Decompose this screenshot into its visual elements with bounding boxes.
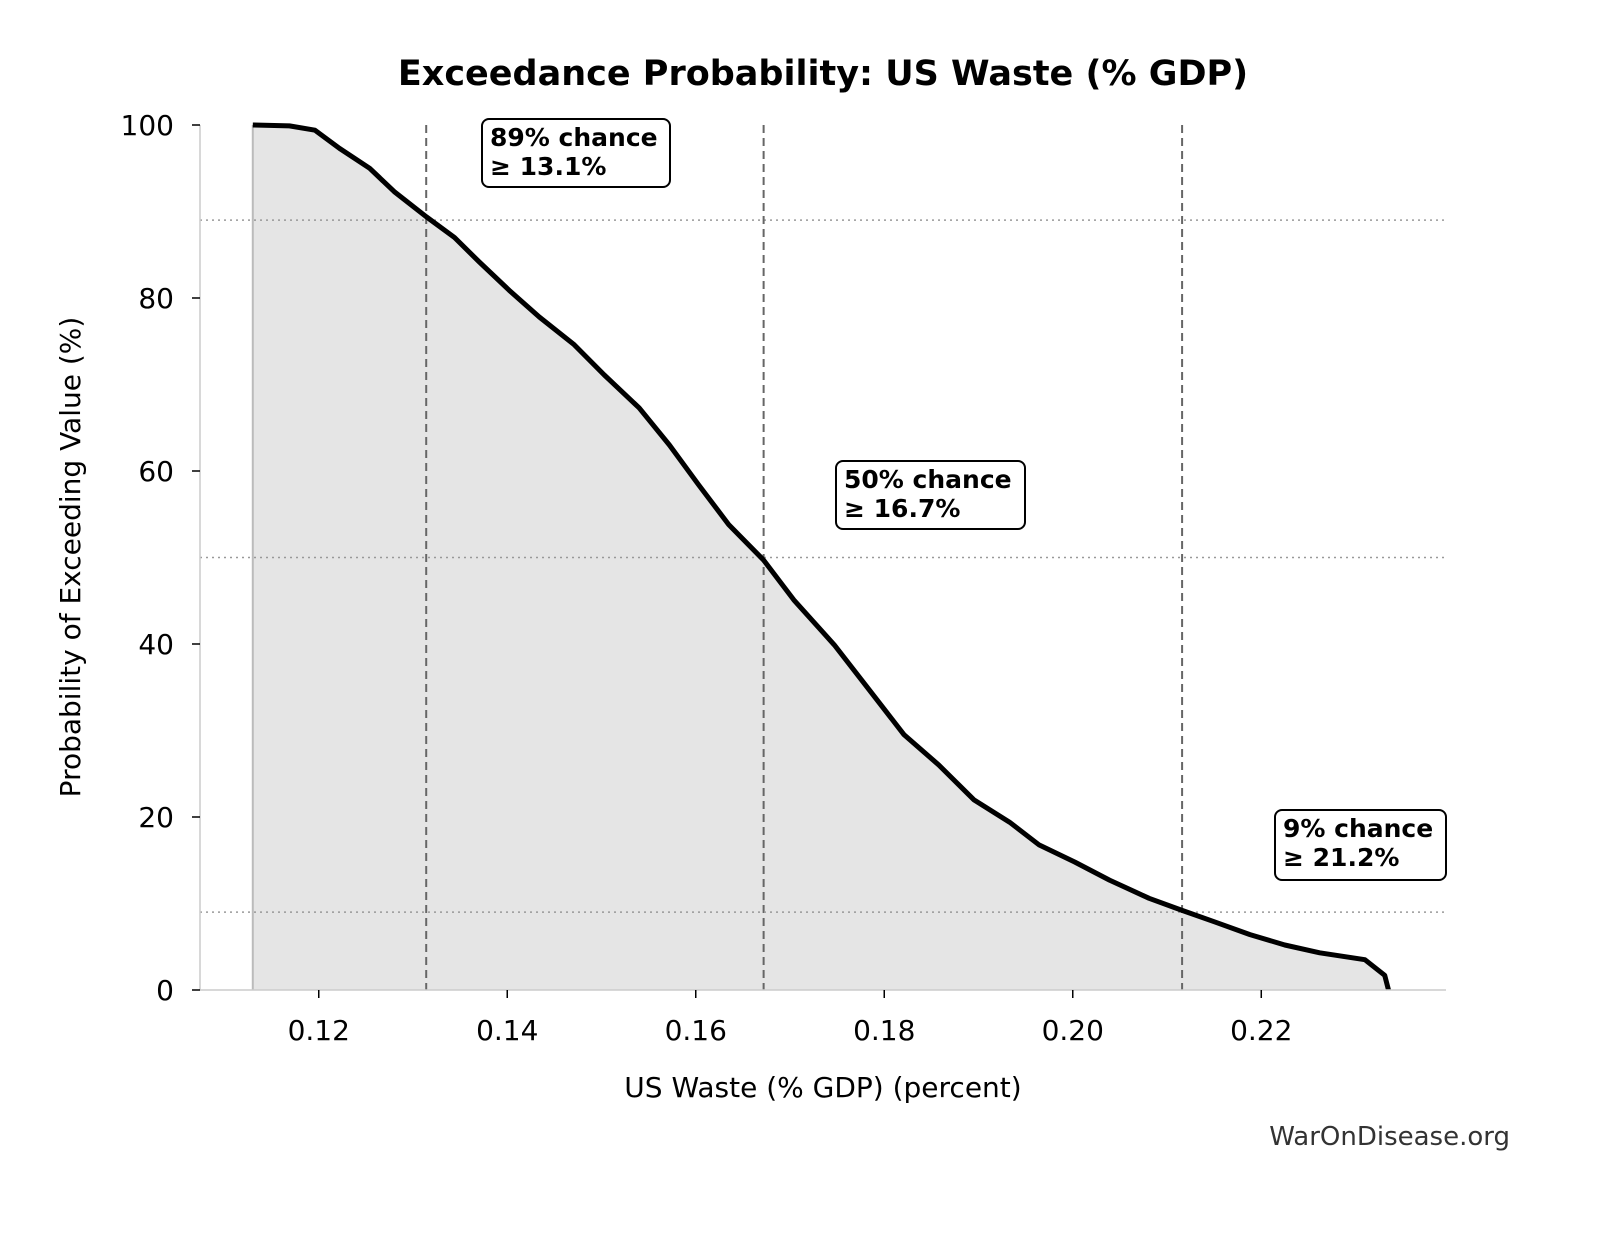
y-tick-label: 0 [156,974,174,1007]
plot-area [199,122,1446,991]
annotation-line2: ≥ 21.2% [1283,843,1399,872]
y-tick-label: 100 [121,109,174,142]
annotation-box: 50% chance≥ 16.7% [835,460,1026,530]
x-tick-label: 0.14 [476,1014,538,1047]
area-fill [252,125,1389,990]
x-axis: 0.12 0.14 0.16 0.18 0.20 0.22 [288,990,1292,1047]
annotation-line1: 50% chance [844,465,1012,494]
watermark: WarOnDisease.org [1269,1122,1510,1152]
annotation-line2: ≥ 16.7% [844,494,960,523]
x-tick-label: 0.12 [288,1014,350,1047]
annotation-line1: 89% chance [490,123,658,152]
x-tick-label: 0.18 [853,1014,915,1047]
x-tick-label: 0.20 [1042,1014,1104,1047]
annotations: 89% chance≥ 13.1% 50% chance≥ 16.7% 9% cha… [481,118,1447,881]
y-tick-label: 20 [138,801,174,834]
annotation-frame [835,460,1026,530]
exceedance-curve [252,122,1391,991]
annotation-box: 89% chance≥ 13.1% [481,118,671,188]
annotation-box: 9% chance≥ 21.2% [1274,809,1447,881]
y-axis-label: Probability of Exceeding Value (%) [54,317,87,798]
y-tick-label: 60 [138,455,174,488]
x-axis-label: US Waste (% GDP) (percent) [624,1071,1021,1104]
annotation-frame [1274,809,1447,881]
annotation-line2: ≥ 13.1% [490,152,606,181]
annotation-line1: 9% chance [1283,814,1433,843]
x-tick-label: 0.16 [665,1014,727,1047]
y-axis: 0 20 40 60 80 100 [121,109,200,1007]
y-tick-label: 40 [138,628,174,661]
x-tick-label: 0.22 [1230,1014,1292,1047]
chart-title: Exceedance Probability: US Waste (% GDP) [398,54,1248,94]
annotation-frame [481,118,671,188]
y-tick-label: 80 [138,282,174,315]
